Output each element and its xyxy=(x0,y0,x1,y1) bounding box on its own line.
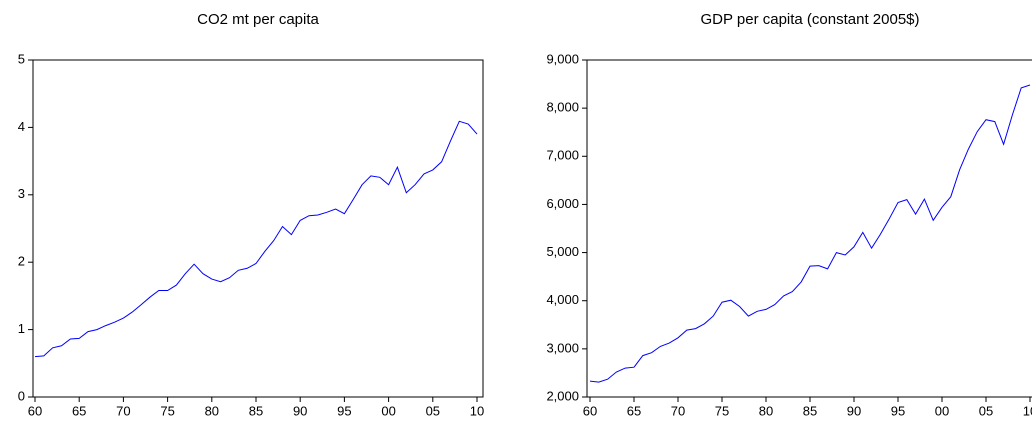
x-tick-label: 90 xyxy=(293,403,307,418)
data-line xyxy=(34,120,478,358)
y-tick-label: 7,000 xyxy=(546,148,579,163)
x-tick-label: 80 xyxy=(759,403,773,418)
x-tick-label: 90 xyxy=(847,403,861,418)
x-tick-label: 05 xyxy=(426,403,440,418)
data-line xyxy=(589,84,1031,383)
chart-title: GDP per capita (constant 2005$) xyxy=(700,11,919,28)
x-tick-label: 05 xyxy=(979,403,993,418)
x-tick-label: 10 xyxy=(1023,403,1032,418)
x-tick-label: 85 xyxy=(249,403,263,418)
y-tick-label: 5 xyxy=(18,51,25,66)
y-tick-label: 9,000 xyxy=(546,51,579,66)
y-tick-label: 2,000 xyxy=(546,388,579,403)
x-tick-label: 70 xyxy=(671,403,685,418)
y-tick-label: 1 xyxy=(18,321,25,336)
y-tick-label: 0 xyxy=(18,388,25,403)
x-tick-label: 60 xyxy=(28,403,42,418)
x-tick-label: 00 xyxy=(935,403,949,418)
y-tick-label: 2 xyxy=(18,254,25,269)
y-tick-label: 6,000 xyxy=(546,196,579,211)
x-tick-label: 75 xyxy=(715,403,729,418)
x-tick-label: 60 xyxy=(583,403,597,418)
y-tick-label: 3,000 xyxy=(546,340,579,355)
chart-title: CO2 mt per capita xyxy=(197,11,319,28)
x-tick-label: 10 xyxy=(470,403,484,418)
x-tick-label: 95 xyxy=(891,403,905,418)
y-tick-label: 3 xyxy=(18,186,25,201)
x-tick-label: 00 xyxy=(381,403,395,418)
x-tick-label: 65 xyxy=(72,403,86,418)
plot-frame xyxy=(32,59,484,398)
y-tick-label: 4,000 xyxy=(546,292,579,307)
x-tick-label: 80 xyxy=(205,403,219,418)
x-tick-label: 70 xyxy=(116,403,130,418)
x-tick-label: 65 xyxy=(627,403,641,418)
y-tick-label: 5,000 xyxy=(546,244,579,259)
x-tick-label: 85 xyxy=(803,403,817,418)
y-tick-label: 8,000 xyxy=(546,100,579,115)
y-tick-label: 4 xyxy=(18,119,25,134)
x-tick-label: 75 xyxy=(160,403,174,418)
plot-frame xyxy=(586,59,1032,398)
x-tick-label: 95 xyxy=(337,403,351,418)
